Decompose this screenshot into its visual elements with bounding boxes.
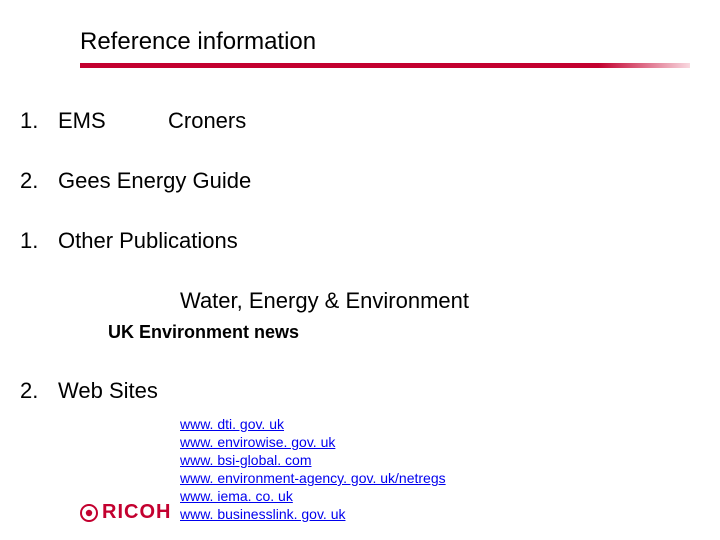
link-businesslink[interactable]: www. businesslink. gov. uk (180, 505, 446, 523)
link-list: www. dti. gov. uk www. envirowise. gov. … (180, 415, 446, 523)
list-item-other-pubs: Other Publications (58, 228, 238, 254)
list-item-ems: EMS (58, 108, 106, 134)
link-bsi[interactable]: www. bsi-global. com (180, 451, 446, 469)
subitem-water-energy: Water, Energy & Environment (180, 288, 469, 314)
slide-title: Reference information (80, 28, 316, 56)
list-item-gees: Gees Energy Guide (58, 168, 251, 194)
ricoh-logo-icon (80, 504, 98, 522)
link-envirowise[interactable]: www. envirowise. gov. uk (180, 433, 446, 451)
link-env-agency[interactable]: www. environment-agency. gov. uk/netregs (180, 469, 446, 487)
slide: Reference information 1. EMS Croners 2. … (0, 0, 720, 540)
link-iema[interactable]: www. iema. co. uk (180, 487, 446, 505)
subitem-uk-env-news: UK Environment news (108, 322, 299, 343)
list-item-croners: Croners (168, 108, 246, 134)
list-number: 1. (20, 228, 38, 254)
list-number: 2. (20, 168, 38, 194)
ricoh-logo: RICOH (80, 501, 171, 524)
list-item-web-sites: Web Sites (58, 378, 158, 404)
accent-rule (80, 63, 690, 68)
list-number: 2. (20, 378, 38, 404)
ricoh-logo-text: RICOH (102, 501, 171, 524)
list-number: 1. (20, 108, 38, 134)
link-dti[interactable]: www. dti. gov. uk (180, 415, 446, 433)
